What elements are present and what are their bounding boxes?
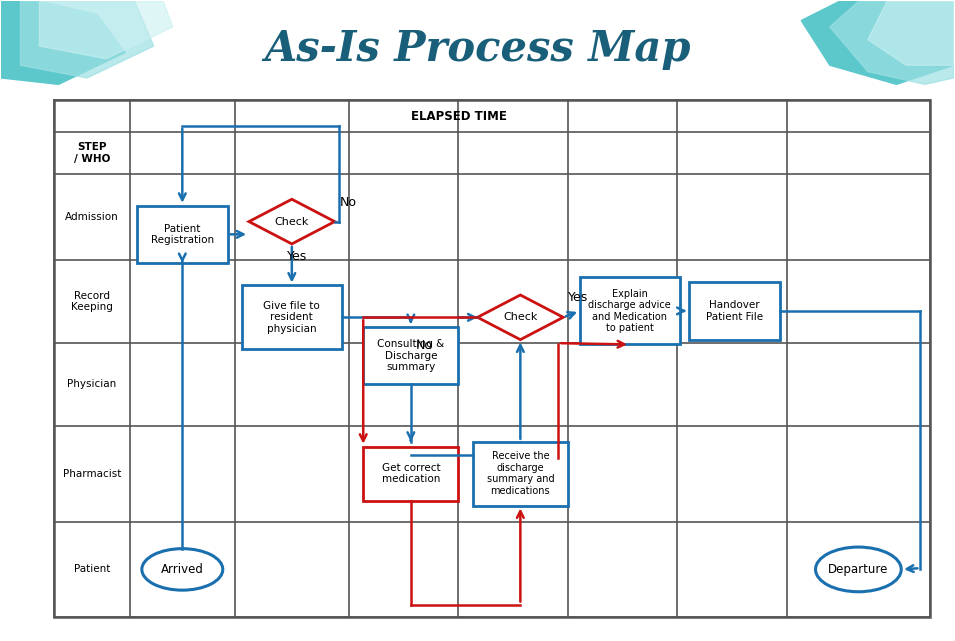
Text: Yes: Yes <box>568 292 588 304</box>
Polygon shape <box>868 1 954 65</box>
Bar <box>138 206 227 263</box>
Text: Check: Check <box>275 217 309 226</box>
Bar <box>363 327 458 385</box>
Text: No: No <box>339 196 356 208</box>
Text: Physician: Physician <box>67 379 117 389</box>
Text: Record
Keeping: Record Keeping <box>71 290 113 312</box>
Bar <box>242 285 342 349</box>
Polygon shape <box>249 199 334 244</box>
Bar <box>53 100 930 617</box>
Text: Pharmacist: Pharmacist <box>63 469 121 479</box>
Text: Explain
discharge advice
and Medication
to patient: Explain discharge advice and Medication … <box>588 288 671 333</box>
Polygon shape <box>830 1 954 85</box>
Text: Check: Check <box>503 312 538 322</box>
Polygon shape <box>39 1 173 59</box>
Text: Arrived: Arrived <box>160 563 203 576</box>
Text: Receive the
discharge
summary and
medications: Receive the discharge summary and medica… <box>486 451 554 496</box>
Bar <box>473 442 568 506</box>
Text: Departure: Departure <box>828 563 888 576</box>
Text: Yes: Yes <box>287 250 308 263</box>
Polygon shape <box>1 1 125 85</box>
Text: Handover
Patient File: Handover Patient File <box>706 300 763 322</box>
Text: No: No <box>415 339 433 352</box>
Text: Patient
Registration: Patient Registration <box>151 224 214 245</box>
Ellipse shape <box>142 549 223 590</box>
Text: Give file to
resident
physician: Give file to resident physician <box>264 301 320 334</box>
Ellipse shape <box>816 547 902 592</box>
Text: Patient: Patient <box>74 565 110 574</box>
Polygon shape <box>20 1 154 78</box>
Text: As-Is Process Map: As-Is Process Map <box>265 28 690 71</box>
Polygon shape <box>478 295 563 340</box>
Text: STEP
/ WHO: STEP / WHO <box>74 142 110 163</box>
Bar <box>363 447 458 501</box>
Bar <box>690 282 780 340</box>
Bar <box>580 278 680 344</box>
Text: Consulting &
Discharge
summary: Consulting & Discharge summary <box>377 339 444 372</box>
Text: ELAPSED TIME: ELAPSED TIME <box>411 110 506 123</box>
Text: Get correct
medication: Get correct medication <box>382 463 440 485</box>
Text: Admission: Admission <box>65 212 118 222</box>
Polygon shape <box>801 1 954 85</box>
